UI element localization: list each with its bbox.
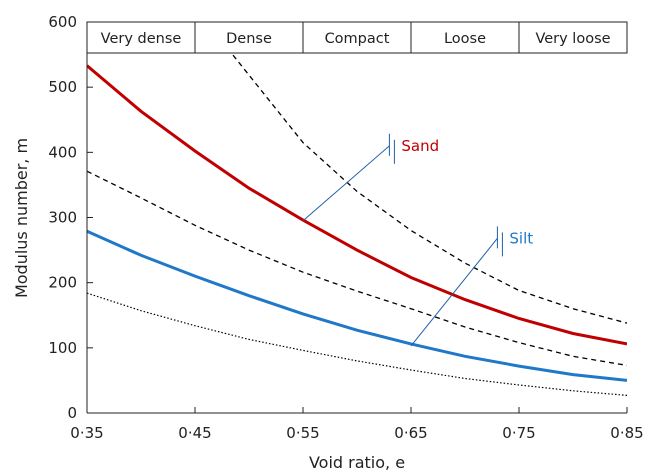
density-band-cell	[518, 21, 628, 54]
annotations: Sand Silt	[302, 133, 533, 347]
series-silt-lower-bound-line	[87, 292, 627, 396]
density-band-cell	[194, 21, 304, 54]
axes	[86, 22, 627, 414]
series-silt-line	[87, 229, 627, 382]
x-tick-label: 0·85	[610, 424, 643, 442]
annotation-label-silt: Silt	[509, 229, 533, 247]
y-tick-label: 100	[48, 339, 77, 357]
annotation-label-sand: Sand	[401, 137, 439, 155]
x-ticks: 0·35 0·45 0·55 0·65 0·75 0·85	[70, 407, 644, 442]
density-band-label: Dense	[226, 31, 272, 47]
density-band-label: Very dense	[101, 31, 182, 47]
y-tick-label: 300	[48, 209, 77, 227]
series-sand-line	[87, 64, 627, 346]
x-tick-label: 0·65	[394, 424, 427, 442]
density-band-label: Very loose	[535, 31, 610, 47]
y-axis-title: Modulus number, m	[12, 138, 31, 298]
y-tick-label: 200	[48, 274, 77, 292]
y-ticks: 0 100 200 300 400 500 600	[48, 13, 93, 422]
density-band-row: Very dense Dense Compact Loose Very loose	[86, 21, 628, 54]
density-band-label: Loose	[444, 31, 486, 47]
series-sand-upper-bound-line	[230, 53, 627, 324]
density-band-cell	[86, 21, 196, 54]
annotation-leader-line	[410, 238, 498, 347]
x-axis-title: Void ratio, e	[309, 453, 405, 472]
x-tick-label: 0·55	[286, 424, 319, 442]
x-tick-label: 0·35	[70, 424, 103, 442]
density-band-label: Compact	[325, 31, 390, 47]
annotation-leader-line	[302, 145, 390, 222]
y-tick-label: 600	[48, 13, 77, 31]
density-band-cell	[302, 21, 412, 54]
y-tick-label: 400	[48, 143, 77, 161]
x-tick-label: 0·75	[502, 424, 535, 442]
series-sand-lower-bound-line	[87, 170, 627, 367]
x-tick-label: 0·45	[178, 424, 211, 442]
y-tick-label: 0	[67, 404, 77, 422]
plot-series	[87, 53, 627, 396]
y-tick-label: 500	[48, 78, 77, 96]
